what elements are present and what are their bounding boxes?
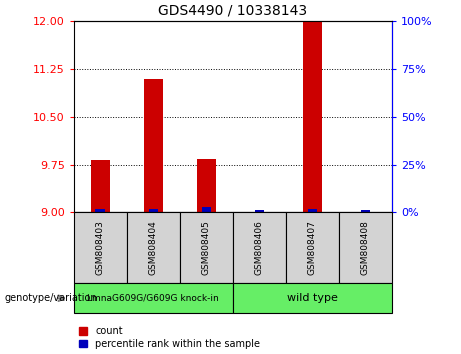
Text: GSM808404: GSM808404 <box>149 221 158 275</box>
Bar <box>339 212 392 283</box>
Bar <box>361 211 370 212</box>
Bar <box>91 160 110 212</box>
Text: wild type: wild type <box>287 293 338 303</box>
Bar <box>95 209 105 212</box>
Bar <box>144 79 163 212</box>
Title: GDS4490 / 10338143: GDS4490 / 10338143 <box>158 3 307 17</box>
Bar <box>127 212 180 283</box>
Text: GSM808405: GSM808405 <box>202 220 211 275</box>
Text: genotype/variation: genotype/variation <box>5 293 97 303</box>
Bar <box>303 21 322 212</box>
Text: GSM808403: GSM808403 <box>96 220 105 275</box>
Bar <box>180 212 233 283</box>
Text: GSM808407: GSM808407 <box>308 220 317 275</box>
Bar <box>201 207 211 212</box>
Bar <box>286 212 339 283</box>
Bar <box>307 209 317 212</box>
Text: LmnaG609G/G609G knock-in: LmnaG609G/G609G knock-in <box>88 294 219 303</box>
Bar <box>254 211 264 212</box>
Bar <box>74 283 233 313</box>
Legend: count, percentile rank within the sample: count, percentile rank within the sample <box>79 326 260 349</box>
Text: GSM808408: GSM808408 <box>361 220 370 275</box>
Bar <box>197 159 216 212</box>
Bar <box>74 212 127 283</box>
Bar <box>148 209 158 212</box>
Bar <box>233 283 392 313</box>
Bar <box>233 212 286 283</box>
Text: GSM808406: GSM808406 <box>255 220 264 275</box>
